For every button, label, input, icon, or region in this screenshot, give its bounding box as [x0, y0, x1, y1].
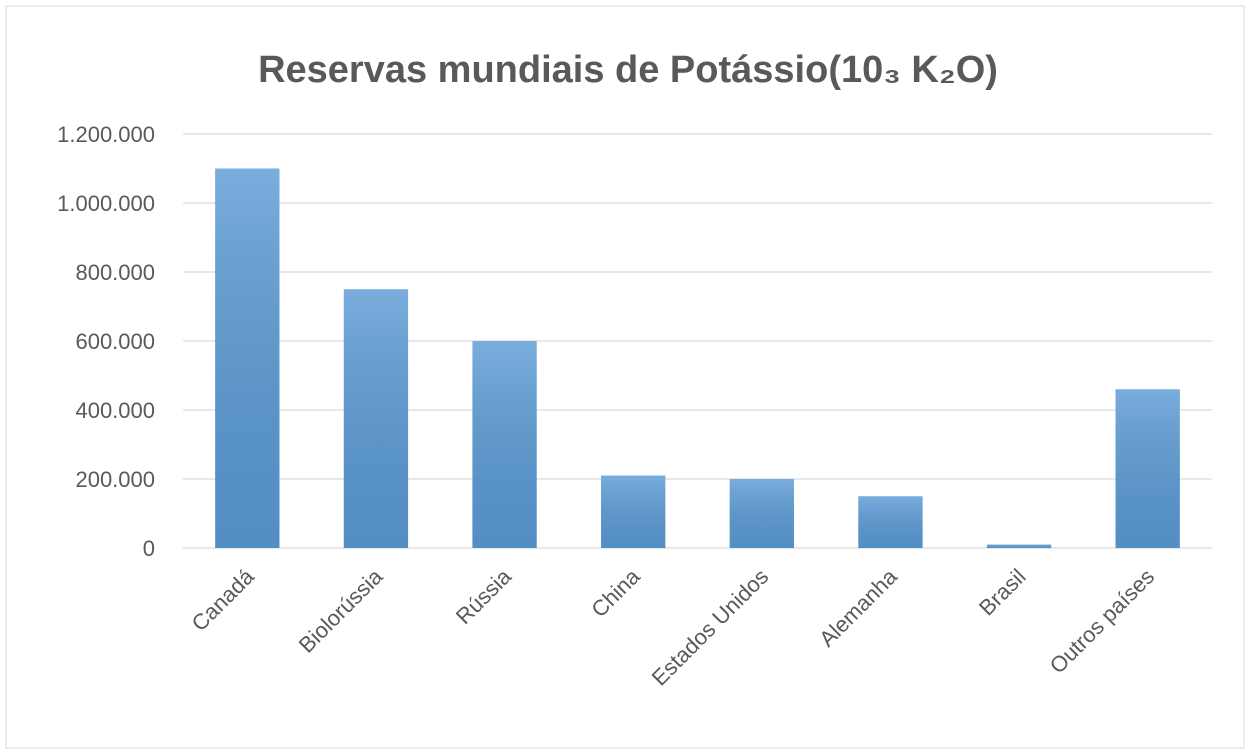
y-tick-label: 0 — [143, 536, 155, 561]
bar-shade — [472, 341, 537, 548]
bar-shade — [1115, 389, 1180, 548]
bar-shade — [343, 289, 409, 548]
bar-shade — [601, 475, 666, 548]
y-tick-label: 600.000 — [75, 329, 155, 354]
bar-shade — [729, 479, 794, 548]
chart-frame — [5, 5, 1245, 749]
bar-shade — [215, 168, 280, 548]
y-tick-label: 1.000.000 — [57, 191, 155, 216]
y-tick-label: 1.200.000 — [57, 122, 155, 147]
y-tick-label: 800.000 — [75, 260, 155, 285]
y-tick-label: 400.000 — [75, 398, 155, 423]
bar-shade — [986, 544, 1052, 548]
chart-title: Reservas mundiais de Potássio(10₃ K₂O) — [258, 49, 998, 91]
y-tick-label: 200.000 — [75, 467, 155, 492]
bar-shade — [858, 496, 923, 548]
